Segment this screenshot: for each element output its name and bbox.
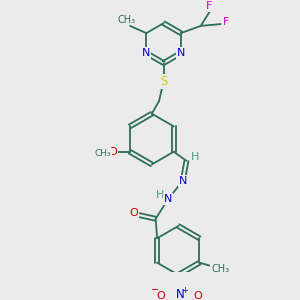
Text: CH₃: CH₃ [94, 149, 111, 158]
Text: F: F [223, 17, 229, 27]
Text: O: O [130, 208, 138, 218]
Text: H: H [190, 152, 199, 162]
Text: −: − [151, 285, 159, 295]
Text: N: N [142, 48, 151, 58]
Text: N: N [178, 176, 187, 186]
Text: F: F [206, 1, 212, 11]
Text: O: O [157, 291, 166, 300]
Text: N: N [177, 48, 185, 58]
Text: +: + [181, 286, 188, 295]
Text: CH₃: CH₃ [211, 264, 230, 274]
Text: O: O [193, 291, 202, 300]
Text: S: S [160, 75, 167, 88]
Text: N: N [164, 194, 172, 204]
Text: N: N [176, 288, 184, 300]
Text: H: H [156, 190, 164, 200]
Text: CH₃: CH₃ [117, 14, 136, 25]
Text: O: O [108, 147, 117, 157]
